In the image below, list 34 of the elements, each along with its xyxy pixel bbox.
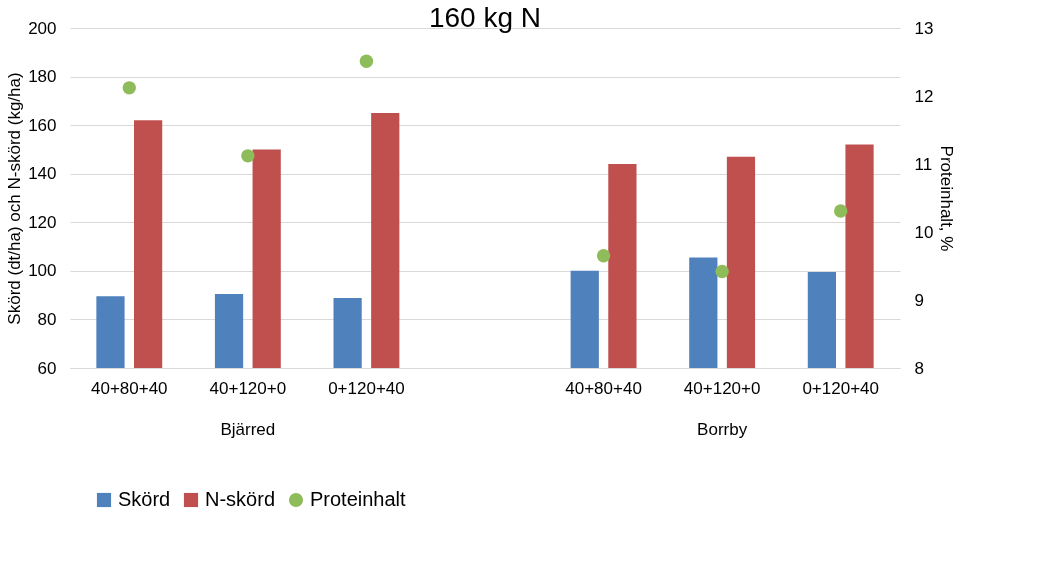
text: Bjärred <box>220 420 276 439</box>
y2-tick-label: 13 <box>914 18 934 38</box>
y-tick-label: 60 <box>37 358 57 378</box>
y-tick-label: 80 <box>37 309 57 329</box>
text: Borrby <box>697 420 748 439</box>
y-tick-label: 160 <box>28 115 57 135</box>
y2-tick-label: 12 <box>914 86 934 106</box>
legend-label: Skörd <box>118 488 171 510</box>
x-tick-label: 40+120+0 <box>683 378 761 398</box>
y-tick-label: 140 <box>28 164 57 184</box>
x-tick-label: 40+120+0 <box>209 378 287 398</box>
y2-axis-title: Proteinhalt, % <box>937 145 957 252</box>
y2-tick-label: 10 <box>914 222 934 242</box>
x-tick-label: 0+120+40 <box>802 378 880 398</box>
y-tick-label: 120 <box>28 212 57 232</box>
point <box>122 81 136 95</box>
y-tick-label: 100 <box>28 261 57 281</box>
point <box>596 249 611 263</box>
y2-tick-label: 11 <box>914 154 933 174</box>
y-tick-label: 180 <box>28 67 57 87</box>
x-tick-label: 40+80+40 <box>90 378 168 398</box>
legend-label: Proteinhalt <box>310 488 407 510</box>
y-axis-title: Skörd (dt/ha) och N-skörd (kg/ha) <box>5 72 25 325</box>
y2-tick-label: 8 <box>914 358 924 378</box>
y2-tick-label: 9 <box>914 290 924 310</box>
chart-title: 160 kg N <box>428 2 542 33</box>
point <box>241 149 255 163</box>
point <box>359 54 374 69</box>
x-tick-label: 0+120+40 <box>328 378 405 398</box>
x-tick-label: 40+80+40 <box>565 378 642 398</box>
point <box>715 264 729 279</box>
y-tick-label: 200 <box>28 18 57 38</box>
legend-label: N-skörd <box>205 488 276 510</box>
point <box>834 204 848 218</box>
